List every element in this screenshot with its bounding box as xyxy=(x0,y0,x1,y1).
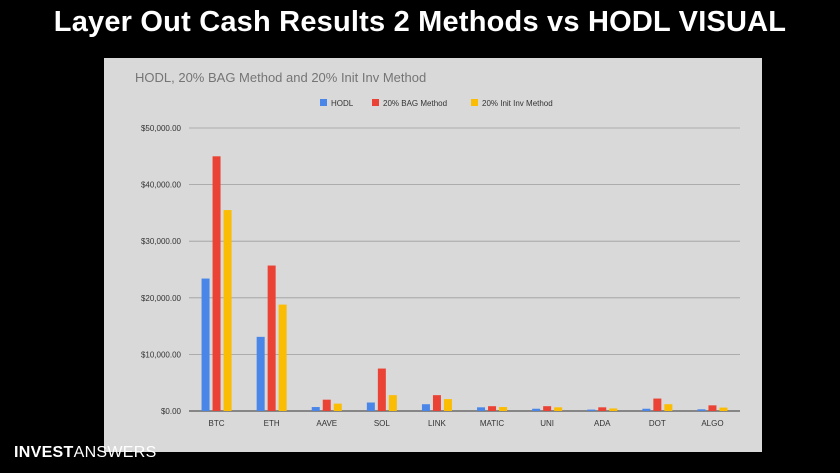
brand-part-2: ANSWERS xyxy=(73,444,157,461)
x-tick-label: LINK xyxy=(428,419,446,428)
slide-title: Layer Out Cash Results 2 Methods vs HODL… xyxy=(53,6,787,38)
bar-btc-20-bag-method xyxy=(212,156,221,411)
legend-swatch xyxy=(372,99,379,106)
bar-link-20-bag-method xyxy=(432,395,441,411)
bar-btc-20-init-inv-method xyxy=(223,210,232,411)
x-tick-label: DOT xyxy=(649,419,666,428)
chart-panel: HODL, 20% BAG Method and 20% Init Inv Me… xyxy=(104,58,762,452)
bar-algo-20-bag-method xyxy=(708,405,717,411)
legend-swatch xyxy=(471,99,478,106)
y-tick-label: $0.00 xyxy=(161,407,182,416)
y-tick-label: $30,000.00 xyxy=(141,237,182,246)
bar-link-20-init-inv-method xyxy=(443,399,452,411)
bar-aave-20-init-inv-method xyxy=(333,403,342,411)
bar-eth-20-init-inv-method xyxy=(278,304,287,411)
bar-eth-hodl xyxy=(256,336,265,411)
legend-label: 20% Init Inv Method xyxy=(482,99,553,108)
brand-part-1: INVEST xyxy=(14,444,74,461)
bar-ada-20-init-inv-method xyxy=(609,408,618,411)
bar-matic-20-bag-method xyxy=(488,406,497,411)
bar-eth-20-bag-method xyxy=(267,265,276,411)
bar-algo-hodl xyxy=(697,409,706,411)
bar-dot-20-bag-method xyxy=(653,398,662,411)
legend-label: 20% BAG Method xyxy=(383,99,447,108)
bar-ada-hodl xyxy=(587,409,596,411)
investanswers-logo: INVESTANSWERS xyxy=(14,444,157,462)
bar-series xyxy=(201,156,728,411)
y-tick-label: $10,000.00 xyxy=(141,350,182,359)
bar-link-hodl xyxy=(421,404,430,411)
y-tick-label: $20,000.00 xyxy=(141,294,182,303)
bar-matic-20-init-inv-method xyxy=(499,407,508,411)
legend-swatch xyxy=(320,99,327,106)
bar-aave-20-bag-method xyxy=(322,399,331,411)
bar-uni-20-bag-method xyxy=(543,406,552,411)
bar-sol-20-init-inv-method xyxy=(388,395,397,411)
y-tick-label: $40,000.00 xyxy=(141,181,182,190)
y-axis: $0.00 $10,000.00 $20,000.00 $30,000.00 $40,0… xyxy=(141,124,182,416)
x-axis: BTC ETH AAVE SOL LINK MATIC UNI ADA DOT ALGO xyxy=(209,419,724,428)
x-tick-label: ADA xyxy=(594,419,611,428)
x-tick-label: SOL xyxy=(374,419,391,428)
bar-dot-20-init-inv-method xyxy=(664,404,673,411)
bar-btc-hodl xyxy=(201,278,210,411)
x-tick-label: AAVE xyxy=(316,419,337,428)
x-tick-label: BTC xyxy=(209,419,225,428)
bar-ada-20-bag-method xyxy=(598,407,607,411)
bar-dot-hodl xyxy=(642,408,651,411)
bar-uni-hodl xyxy=(532,408,541,411)
bar-chart: HODL, 20% BAG Method and 20% Init Inv Me… xyxy=(135,70,740,428)
bar-aave-hodl xyxy=(311,407,320,411)
x-tick-label: ALGO xyxy=(701,419,723,428)
chart-title: HODL, 20% BAG Method and 20% Init Inv Me… xyxy=(135,70,426,85)
bar-uni-20-init-inv-method xyxy=(554,407,563,411)
bar-matic-hodl xyxy=(477,407,486,411)
chart-legend: HODL 20% BAG Method 20% Init Inv Method xyxy=(320,99,553,108)
bar-sol-hodl xyxy=(366,402,375,411)
x-tick-label: UNI xyxy=(540,419,554,428)
y-tick-label: $50,000.00 xyxy=(141,124,182,133)
bar-algo-20-init-inv-method xyxy=(719,407,728,411)
bar-sol-20-bag-method xyxy=(377,368,386,411)
x-tick-label: MATIC xyxy=(480,419,505,428)
x-tick-label: ETH xyxy=(264,419,280,428)
legend-label: HODL xyxy=(331,99,354,108)
